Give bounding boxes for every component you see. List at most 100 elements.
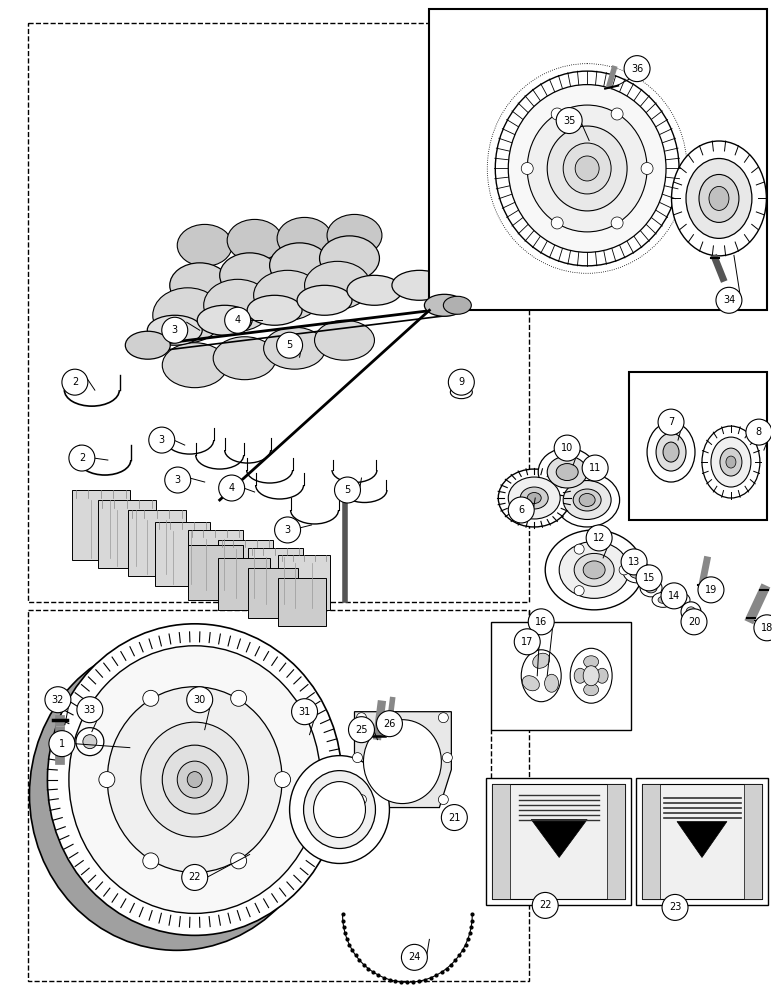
- Bar: [154, 522, 210, 586]
- Ellipse shape: [290, 756, 389, 863]
- Ellipse shape: [663, 442, 679, 462]
- Circle shape: [574, 586, 584, 596]
- Circle shape: [582, 455, 608, 481]
- Text: 2: 2: [72, 377, 78, 387]
- Circle shape: [611, 217, 623, 229]
- Ellipse shape: [645, 583, 657, 593]
- Circle shape: [681, 602, 701, 622]
- Ellipse shape: [674, 596, 684, 603]
- Circle shape: [716, 287, 742, 313]
- Text: 32: 32: [52, 695, 64, 705]
- Bar: [629, 372, 767, 520]
- Ellipse shape: [47, 624, 342, 935]
- Circle shape: [276, 332, 303, 358]
- Ellipse shape: [527, 493, 541, 503]
- Ellipse shape: [305, 261, 371, 309]
- Bar: [642, 784, 660, 899]
- Bar: [429, 9, 767, 310]
- Circle shape: [438, 795, 449, 805]
- Text: 9: 9: [459, 377, 465, 387]
- Circle shape: [357, 795, 367, 805]
- Ellipse shape: [498, 469, 571, 527]
- Text: 22: 22: [188, 872, 201, 882]
- Text: 16: 16: [535, 617, 547, 627]
- Ellipse shape: [347, 275, 402, 305]
- Text: 18: 18: [760, 623, 772, 633]
- Bar: [278, 555, 330, 610]
- Circle shape: [149, 427, 174, 453]
- Ellipse shape: [672, 141, 767, 256]
- Text: 17: 17: [521, 637, 533, 647]
- Ellipse shape: [547, 126, 627, 211]
- Circle shape: [49, 731, 75, 757]
- Text: 20: 20: [688, 617, 700, 627]
- Circle shape: [514, 629, 540, 655]
- Ellipse shape: [213, 337, 276, 380]
- Text: 3: 3: [285, 525, 290, 535]
- Circle shape: [611, 108, 623, 120]
- Ellipse shape: [545, 530, 643, 610]
- Text: 6: 6: [518, 505, 524, 515]
- Circle shape: [619, 565, 629, 575]
- Ellipse shape: [364, 720, 442, 804]
- Circle shape: [377, 711, 402, 737]
- Text: 2: 2: [79, 453, 85, 463]
- Ellipse shape: [314, 320, 374, 360]
- Circle shape: [62, 369, 88, 395]
- Ellipse shape: [29, 639, 324, 950]
- Circle shape: [621, 549, 647, 575]
- Ellipse shape: [584, 656, 598, 668]
- Text: 4: 4: [229, 483, 235, 493]
- Circle shape: [574, 544, 584, 554]
- Bar: [188, 545, 242, 600]
- Ellipse shape: [559, 541, 629, 598]
- Text: 26: 26: [383, 719, 395, 729]
- Ellipse shape: [162, 343, 227, 388]
- Circle shape: [746, 419, 772, 445]
- Text: 22: 22: [539, 900, 551, 910]
- Circle shape: [686, 607, 696, 617]
- Text: 24: 24: [408, 952, 421, 962]
- Circle shape: [181, 864, 208, 890]
- Text: 35: 35: [563, 116, 575, 126]
- Circle shape: [661, 583, 687, 609]
- Text: 5: 5: [286, 340, 293, 350]
- Text: 10: 10: [561, 443, 574, 453]
- Ellipse shape: [227, 219, 282, 261]
- Circle shape: [442, 753, 452, 763]
- Ellipse shape: [297, 285, 352, 315]
- Ellipse shape: [188, 772, 202, 788]
- Ellipse shape: [425, 294, 464, 316]
- Bar: [491, 622, 631, 730]
- Circle shape: [554, 435, 581, 461]
- Bar: [128, 510, 186, 576]
- Ellipse shape: [583, 666, 599, 686]
- Circle shape: [357, 713, 367, 723]
- Circle shape: [556, 108, 582, 134]
- Ellipse shape: [726, 456, 736, 468]
- Bar: [493, 784, 510, 899]
- Ellipse shape: [69, 646, 320, 913]
- Ellipse shape: [508, 477, 560, 519]
- Circle shape: [401, 944, 428, 970]
- Circle shape: [69, 445, 95, 471]
- Text: 33: 33: [83, 705, 96, 715]
- Circle shape: [275, 772, 290, 788]
- Ellipse shape: [564, 143, 611, 194]
- Text: 19: 19: [705, 585, 717, 595]
- Bar: [744, 784, 762, 899]
- Ellipse shape: [521, 650, 561, 702]
- Ellipse shape: [520, 487, 548, 509]
- Circle shape: [76, 728, 104, 756]
- Text: 8: 8: [756, 427, 762, 437]
- Ellipse shape: [556, 464, 578, 481]
- Ellipse shape: [527, 105, 647, 232]
- Text: 14: 14: [668, 591, 680, 601]
- Ellipse shape: [327, 214, 382, 256]
- Ellipse shape: [533, 653, 550, 668]
- Ellipse shape: [652, 592, 674, 607]
- Ellipse shape: [686, 158, 752, 238]
- Circle shape: [658, 409, 684, 435]
- Text: 23: 23: [669, 902, 681, 912]
- Bar: [636, 778, 768, 905]
